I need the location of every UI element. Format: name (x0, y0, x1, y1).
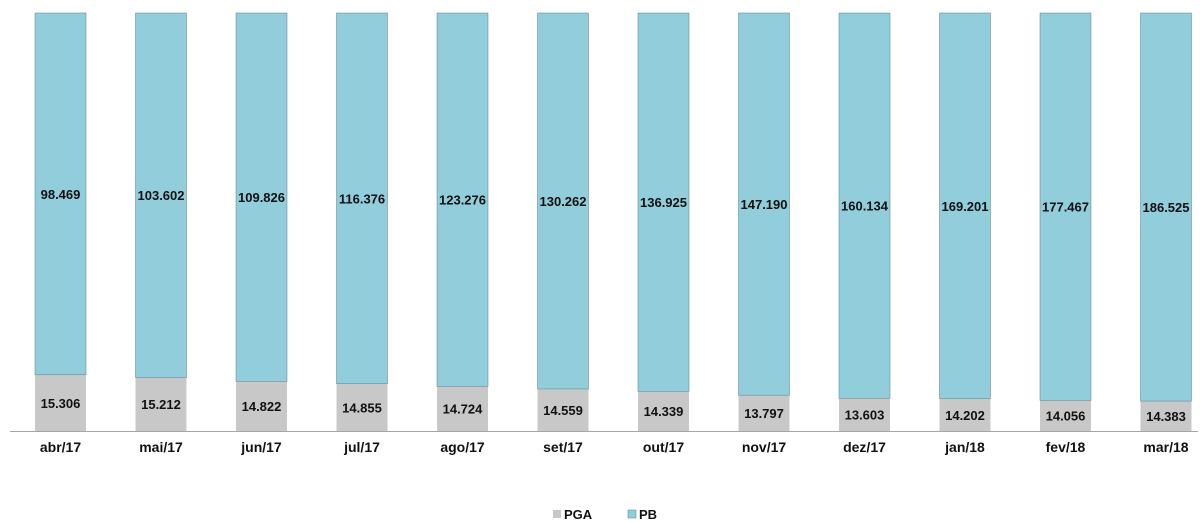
x-tick-label-fev-18: fev/18 (1046, 439, 1086, 455)
value-label-pga-dez-17: 13.603 (845, 408, 885, 423)
bar-pga-ago-17 (437, 386, 488, 431)
bar-pb-out-17 (637, 12, 690, 392)
bar-pga-out-17 (638, 391, 689, 431)
value-label-pga-ago-17: 14.724 (443, 402, 484, 417)
bar-pga-jul-17 (336, 383, 388, 431)
bar-pga-mar-18 (1140, 401, 1192, 431)
legend-label-pga: PGA (564, 507, 593, 522)
legend-label-pb: PB (639, 507, 657, 522)
x-tick-label-abr-17: abr/17 (40, 439, 81, 455)
bars-layer (34, 12, 1192, 431)
x-tick-label-nov-17: nov/17 (742, 439, 787, 455)
value-label-pga-mar-18: 14.383 (1146, 409, 1186, 424)
x-tick-label-jul-17: jul/17 (343, 439, 380, 455)
x-tick-label-ago-17: ago/17 (440, 439, 485, 455)
x-tick-label-dez-17: dez/17 (843, 439, 886, 455)
bar-pga-nov-17 (738, 395, 790, 431)
value-label-pb-ago-17: 123.276 (439, 193, 486, 208)
value-label-pb-jan-18: 169.201 (942, 199, 989, 214)
bar-pb-nov-17 (738, 12, 790, 396)
bar-pga-dez-17 (839, 398, 890, 431)
bar-pga-abr-17 (35, 374, 86, 431)
value-label-pga-abr-17: 15.306 (41, 396, 81, 411)
value-label-pga-out-17: 14.339 (644, 404, 684, 419)
bar-pb-fev-18 (1039, 12, 1092, 401)
x-tick-label-jan-18: jan/18 (944, 439, 985, 455)
x-tick-label-out-17: out/17 (643, 439, 684, 455)
value-label-pb-abr-17: 98.469 (41, 187, 81, 202)
value-labels-layer: 15.306 98.469 15.212 103.602 14.822 109.826 14… (41, 187, 1190, 424)
x-tick-label-set-17: set/17 (543, 439, 583, 455)
legend: PGA PB (553, 507, 657, 522)
bar-pb-mai-17 (135, 12, 187, 378)
bar-pga-mai-17 (135, 377, 187, 431)
legend-swatch-pb (627, 509, 637, 519)
bar-pga-jan-18 (939, 398, 991, 431)
value-label-pga-set-17: 14.559 (543, 403, 583, 418)
bar-pb-jun-17 (235, 12, 288, 382)
value-label-pga-nov-17: 13.797 (744, 406, 784, 421)
bar-pb-abr-17 (34, 12, 87, 376)
x-tick-label-mai-17: mai/17 (139, 439, 183, 455)
value-label-pga-fev-18: 14.056 (1046, 409, 1086, 424)
value-label-pb-fev-18: 177.467 (1042, 200, 1089, 215)
bar-pga-jun-17 (236, 381, 287, 431)
value-label-pb-mar-18: 186.525 (1143, 200, 1190, 215)
bar-pb-ago-17 (436, 12, 489, 387)
bar-pb-jan-18 (939, 12, 991, 399)
x-tick-label-mar-18: mar/18 (1143, 439, 1188, 455)
bar-pga-fev-18 (1040, 400, 1091, 431)
bar-pb-set-17 (537, 12, 589, 390)
value-label-pb-dez-17: 160.134 (841, 199, 889, 214)
value-label-pb-nov-17: 147.190 (741, 197, 788, 212)
bar-pb-dez-17 (838, 12, 891, 399)
bar-pb-jul-17 (336, 12, 388, 384)
bar-pga-set-17 (537, 388, 589, 431)
x-tick-labels-layer: abr/17 mai/17 jun/17 jul/17 ago/17 set/17 out/… (40, 439, 1189, 455)
value-label-pb-mai-17: 103.602 (138, 188, 185, 203)
legend-swatch-pga (553, 510, 561, 518)
bar-pb-mar-18 (1140, 12, 1192, 402)
value-label-pga-jan-18: 14.202 (945, 408, 985, 423)
value-label-pb-jun-17: 109.826 (238, 190, 285, 205)
value-label-pga-jun-17: 14.822 (242, 399, 282, 414)
x-tick-label-jun-17: jun/17 (240, 439, 282, 455)
value-label-pga-mai-17: 15.212 (141, 397, 181, 412)
value-label-pb-out-17: 136.925 (640, 195, 687, 210)
value-label-pb-jul-17: 116.376 (339, 191, 385, 206)
value-label-pb-set-17: 130.262 (540, 194, 587, 209)
value-label-pga-jul-17: 14.855 (342, 400, 382, 415)
